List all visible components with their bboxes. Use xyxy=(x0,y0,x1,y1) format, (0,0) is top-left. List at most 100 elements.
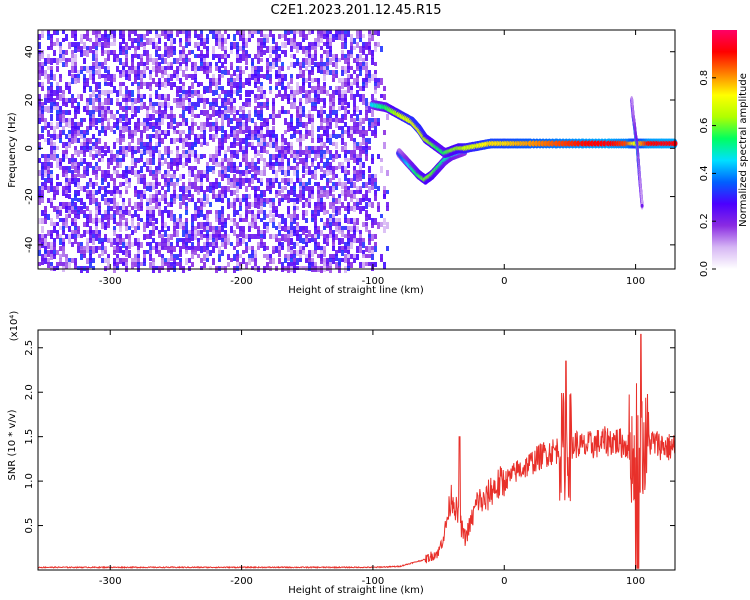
heatmap-noise-cell xyxy=(290,226,293,233)
heatmap-noise-cell xyxy=(191,66,194,71)
heatmap-noise-cell xyxy=(362,250,365,256)
heatmap-noise-cell xyxy=(356,170,359,175)
heatmap-noise-cell xyxy=(341,226,344,232)
heatmap-noise-cell xyxy=(356,30,359,36)
heatmap-noise-cell xyxy=(338,34,341,40)
heatmap-noise-cell xyxy=(317,138,320,143)
heatmap-noise-cell xyxy=(260,46,263,52)
heatmap-noise-cell xyxy=(344,174,347,181)
heatmap-noise-cell xyxy=(197,254,200,258)
heatmap-noise-cell xyxy=(146,166,149,172)
heatmap-noise-cell xyxy=(359,174,362,181)
heatmap-noise-cell xyxy=(146,126,149,131)
heatmap-noise-cell xyxy=(254,74,257,78)
heatmap-noise-cell xyxy=(131,154,134,159)
heatmap-noise-cell xyxy=(344,130,347,134)
heatmap-noise-cell xyxy=(95,218,98,223)
heatmap-noise-cell xyxy=(146,202,149,206)
heatmap-noise-cell xyxy=(71,134,74,138)
heatmap-noise-cell xyxy=(236,250,239,256)
heatmap-noise-cell xyxy=(230,218,233,222)
heatmap-noise-cell xyxy=(347,238,350,244)
heatmap-noise-cell xyxy=(314,226,317,230)
heatmap-noise-cell xyxy=(104,178,107,182)
heatmap-noise-cell xyxy=(227,82,230,86)
heatmap-noise-cell xyxy=(152,238,155,243)
heatmap-noise-cell xyxy=(263,166,266,170)
heatmap-noise-cell xyxy=(368,122,371,127)
heatmap-noise-cell xyxy=(200,258,203,263)
heatmap-noise-cell xyxy=(176,74,179,81)
heatmap-noise-cell xyxy=(98,218,101,223)
heatmap-noise-cell xyxy=(122,170,125,177)
heatmap-noise-cell xyxy=(176,138,179,142)
heatmap-noise-cell xyxy=(227,262,230,267)
heatmap-noise-cell xyxy=(320,202,323,206)
heatmap-noise-cell xyxy=(98,210,101,215)
heatmap-noise-cell xyxy=(113,250,116,255)
heatmap-noise-cell xyxy=(359,110,362,115)
heatmap-noise-cell xyxy=(89,218,92,223)
heatmap-noise-cell xyxy=(53,190,56,197)
heatmap-noise-cell xyxy=(344,54,347,60)
heatmap-noise-cell xyxy=(326,122,329,128)
heatmap-noise-cell xyxy=(128,142,131,146)
heatmap-noise-cell xyxy=(56,134,59,139)
heatmap-noise-cell xyxy=(374,174,377,180)
heatmap-noise-cell xyxy=(215,38,218,42)
heatmap-noise-cell xyxy=(104,238,107,242)
heatmap-noise-cell xyxy=(206,186,209,192)
heatmap-noise-cell xyxy=(185,194,188,200)
heatmap-noise-cell xyxy=(293,62,296,68)
heatmap-noise-cell xyxy=(164,58,167,64)
heatmap-noise-cell xyxy=(50,254,53,260)
heatmap-noise-cell xyxy=(341,106,344,110)
heatmap-noise-cell xyxy=(164,246,167,250)
heatmap-noise-cell xyxy=(383,194,386,199)
heatmap-noise-cell xyxy=(299,182,302,188)
heatmap-noise-cell xyxy=(95,174,98,180)
heatmap-noise-cell xyxy=(347,162,350,168)
heatmap-noise-cell xyxy=(233,82,236,88)
heatmap-noise-cell xyxy=(119,118,122,123)
heatmap-noise-cell xyxy=(62,94,65,99)
heatmap-noise-cell xyxy=(167,214,170,218)
heatmap-noise-cell xyxy=(182,182,185,186)
heatmap-noise-cell xyxy=(233,174,236,180)
heatmap-noise-cell xyxy=(77,78,80,83)
heatmap-noise-cell xyxy=(245,246,248,253)
heatmap-noise-cell xyxy=(248,226,251,232)
heatmap-noise-cell xyxy=(185,58,188,64)
heatmap-noise-cell xyxy=(158,190,161,195)
heatmap-noise-cell xyxy=(53,150,56,156)
heatmap-noise-cell xyxy=(44,234,47,239)
heatmap-noise-cell xyxy=(290,118,293,124)
heatmap-noise-cell xyxy=(140,218,143,222)
heatmap-noise-cell xyxy=(365,146,368,152)
heatmap-noise-cell xyxy=(95,58,98,63)
heatmap-noise-cell xyxy=(173,38,176,44)
heatmap-noise-cell xyxy=(161,130,164,135)
heatmap-noise-cell xyxy=(257,138,260,142)
heatmap-noise-cell xyxy=(152,174,155,180)
heatmap-noise-cell xyxy=(194,78,197,83)
heatmap-noise-cell xyxy=(377,30,380,36)
heatmap-noise-cell xyxy=(110,158,113,165)
heatmap-noise-cell xyxy=(332,54,335,61)
heatmap-noise-cell xyxy=(131,90,134,97)
heatmap-noise-cell xyxy=(86,130,89,135)
heatmap-noise-cell xyxy=(185,30,188,34)
heatmap-noise-cell xyxy=(137,194,140,199)
heatmap-noise-cell xyxy=(41,226,44,233)
heatmap-noise-cell xyxy=(68,262,71,268)
heatmap-noise-cell xyxy=(152,262,155,267)
heatmap-noise-cell xyxy=(365,62,368,69)
heatmap-noise-cell xyxy=(266,34,269,38)
heatmap-noise-cell xyxy=(56,214,59,219)
heatmap-noise-cell xyxy=(200,230,203,237)
heatmap-noise-cell xyxy=(323,86,326,93)
heatmap-noise-cell xyxy=(257,178,260,183)
heatmap-noise-cell xyxy=(230,226,233,233)
heatmap-noise-cell xyxy=(260,142,263,149)
heatmap-noise-cell xyxy=(302,182,305,189)
